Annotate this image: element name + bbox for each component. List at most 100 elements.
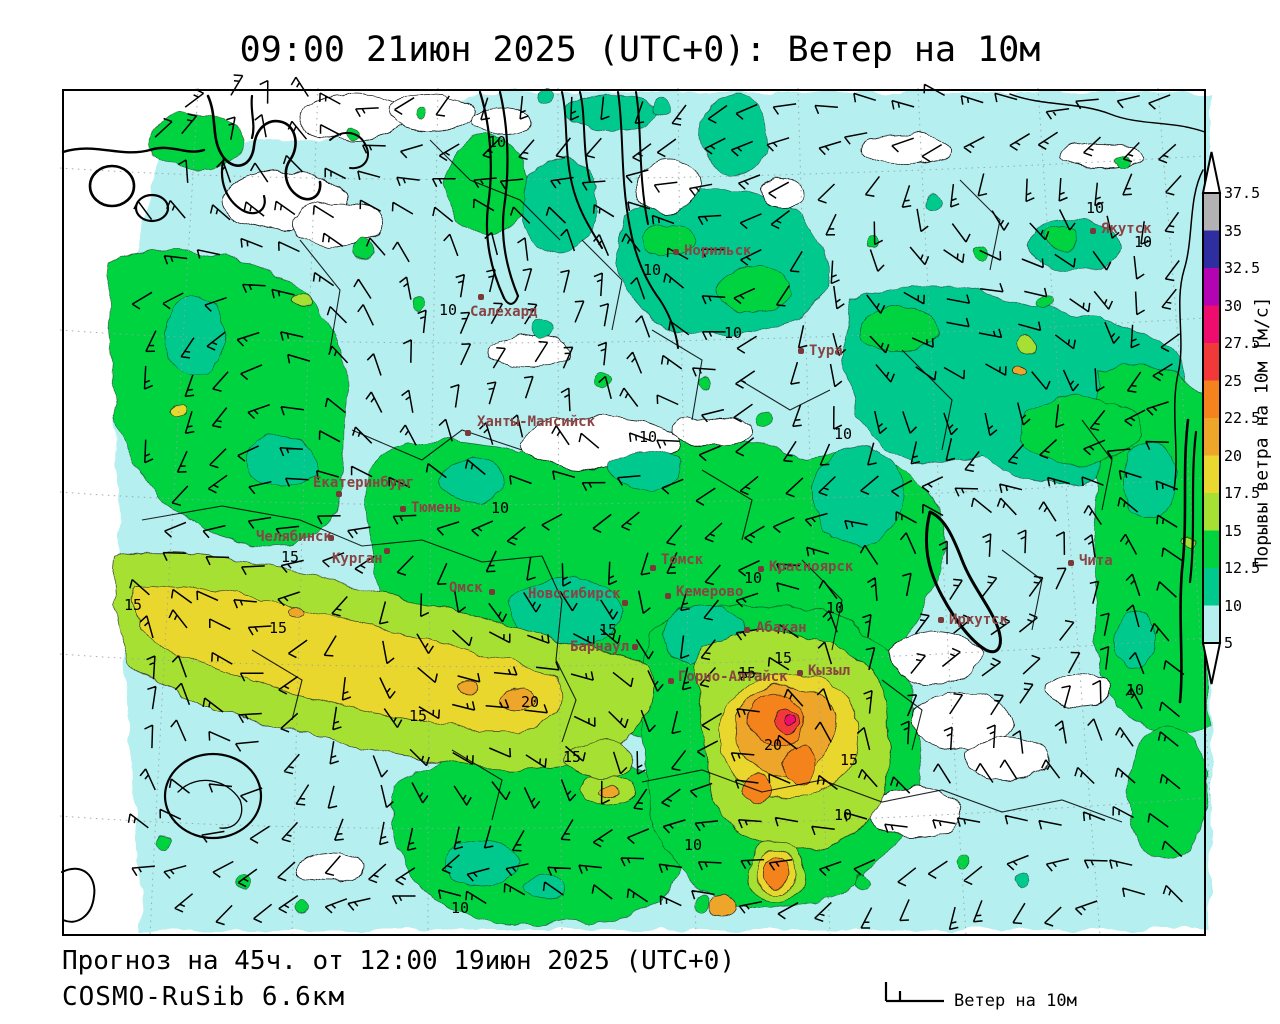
colorbar-tick-label: 25 xyxy=(1224,371,1243,390)
contour-value-label: 10 xyxy=(1133,233,1153,251)
contour-value-label: 15 xyxy=(839,751,859,769)
contour-value-label: 10 xyxy=(833,806,853,824)
city-label-Чита: Чита xyxy=(1079,553,1113,569)
city-dot-Салехард xyxy=(478,294,484,300)
contour-value-label: 15 xyxy=(408,707,428,725)
contour-value-label: 10 xyxy=(825,599,845,617)
city-label-Кемерово: Кемерово xyxy=(676,584,744,600)
city-dot-Новосибирск xyxy=(622,600,628,606)
colorbar-band-12.5-15 xyxy=(1203,530,1220,568)
city-label-Ханты-Мансийск: Ханты-Мансийск xyxy=(477,414,596,430)
page-title: 09:00 21июн 2025 (UTC+0): Ветер на 10м xyxy=(239,30,1041,70)
colorbar-band-10-12.5 xyxy=(1203,568,1220,606)
colorbar-tick-label: 17.5 xyxy=(1224,484,1261,502)
colorbar-tick-label: 12.5 xyxy=(1224,559,1261,577)
city-dot-Иркутск xyxy=(938,617,944,623)
contour-value-label: 10 xyxy=(833,425,853,443)
city-dot-Тюмень xyxy=(400,506,406,512)
city-label-Тюмень: Тюмень xyxy=(411,500,462,516)
contour-value-label: 10 xyxy=(1085,199,1105,217)
colorbar-band-32.5-35 xyxy=(1203,230,1220,268)
city-dot-Челябинск xyxy=(328,535,334,541)
colorbar-band-17.5-20 xyxy=(1203,455,1220,493)
contour-value-label: 10 xyxy=(450,899,470,917)
city-label-Томск: Томск xyxy=(661,552,704,568)
contour-value-label: 15 xyxy=(562,748,582,766)
contour-value-label: 15 xyxy=(123,596,143,614)
colorbar-band-22.5-25 xyxy=(1203,380,1220,418)
contour-value-label: 10 xyxy=(1125,681,1145,699)
colorbar-band-25-27.5 xyxy=(1203,343,1220,381)
contour-value-label: 10 xyxy=(490,499,510,517)
city-dot-Курган xyxy=(384,548,390,554)
colorbar-band-27.5-30 xyxy=(1203,305,1220,343)
city-dot-Абакан xyxy=(744,627,750,633)
city-label-Якутск: Якутск xyxy=(1101,221,1152,237)
contour-value-label: 10 xyxy=(487,133,507,151)
city-label-Иркутск: Иркутск xyxy=(949,612,1009,628)
contour-value-label: 10 xyxy=(683,836,703,854)
city-dot-Якутск xyxy=(1090,228,1096,234)
city-dot-Кемерово xyxy=(665,593,671,599)
contour-value-label: 10 xyxy=(438,301,458,319)
city-label-Новосибирск: Новосибирск xyxy=(528,586,621,602)
contour-value-label: 15 xyxy=(280,548,300,566)
city-dot-Екатеринбург xyxy=(336,491,342,497)
model-info-text: COSMO-RuSib 6.6км xyxy=(62,982,346,1012)
contour-value-label: 15 xyxy=(268,619,288,637)
colorbar-band-15-17.5 xyxy=(1203,493,1220,531)
city-label-Абакан: Абакан xyxy=(756,620,807,636)
city-dot-Кызыл xyxy=(797,670,803,676)
contour-value-label: 10 xyxy=(642,261,662,279)
city-dot-Чита xyxy=(1068,560,1074,566)
colorbar-tick-label: 20 xyxy=(1224,446,1243,465)
colorbar-tick-label: 5 xyxy=(1224,634,1234,652)
city-label-Челябинск: Челябинск xyxy=(256,529,332,545)
forecast-info-text: Прогноз на 45ч. от 12:00 19июн 2025 (UTC… xyxy=(62,946,736,976)
city-label-Норильск: Норильск xyxy=(684,243,752,259)
aral-lake xyxy=(163,752,263,840)
city-label-Барнаул: Барнаул xyxy=(570,639,630,655)
colorbar-tick-label: 10 xyxy=(1224,596,1243,615)
city-label-Курган: Курган xyxy=(332,551,383,567)
city-dot-Барнаул xyxy=(632,644,638,650)
city-label-Салехард: Салехард xyxy=(470,304,538,320)
city-dot-Горно-Алтайск xyxy=(668,678,674,684)
colorbar-band-35-37.5 xyxy=(1203,193,1220,231)
wind-barb-glyphs xyxy=(127,74,1185,931)
city-dot-Омск xyxy=(489,589,495,595)
colorbar-band-5-10 xyxy=(1203,605,1220,643)
city-label-Красноярск: Красноярск xyxy=(769,559,854,575)
colorbar-tick-label: 32.5 xyxy=(1224,259,1261,277)
city-dot-Красноярск xyxy=(758,566,764,572)
colorbar-tick-label: 30 xyxy=(1224,296,1243,315)
wind-barb-icon xyxy=(884,982,944,1003)
wind-barbs xyxy=(127,74,1185,931)
contour-value-label: 15 xyxy=(773,649,793,667)
admin-borders xyxy=(141,139,1123,823)
city-dot-Томск xyxy=(650,565,656,571)
city-label-Омск: Омск xyxy=(449,580,483,596)
city-label-Горно-Алтайск: Горно-Алтайск xyxy=(678,669,788,685)
colorbar-tick-label: 15 xyxy=(1224,521,1243,540)
colorbar-tick-label: 27.5 xyxy=(1224,334,1261,352)
city-label-Екатеринбург: Екатеринбург xyxy=(313,475,415,491)
wind-legend-label: Ветер на 10м xyxy=(954,991,1077,1011)
city-dot-Норильск xyxy=(673,249,679,255)
colorbar-tick-label: 35 xyxy=(1224,221,1243,240)
contour-value-label: 10 xyxy=(638,428,658,446)
city-label-Кызыл: Кызыл xyxy=(808,663,851,679)
colorbar-band-20-22.5 xyxy=(1203,418,1220,456)
colorbar-band-30-32.5 xyxy=(1203,268,1220,306)
contour-value-label: 20 xyxy=(520,693,540,711)
city-dot-Ханты-Мансийск xyxy=(465,430,471,436)
city-label-Тура: Тура xyxy=(809,343,843,359)
contour-value-label: 10 xyxy=(723,324,743,342)
lake-baikal xyxy=(924,510,1002,654)
colorbar-tick-label: 37.5 xyxy=(1224,184,1261,202)
colorbar-axis-title: Порывы ветра на 10м [м/с] xyxy=(1251,296,1273,568)
colorbar xyxy=(1201,151,1222,685)
contour-value-label: 10 xyxy=(743,569,763,587)
